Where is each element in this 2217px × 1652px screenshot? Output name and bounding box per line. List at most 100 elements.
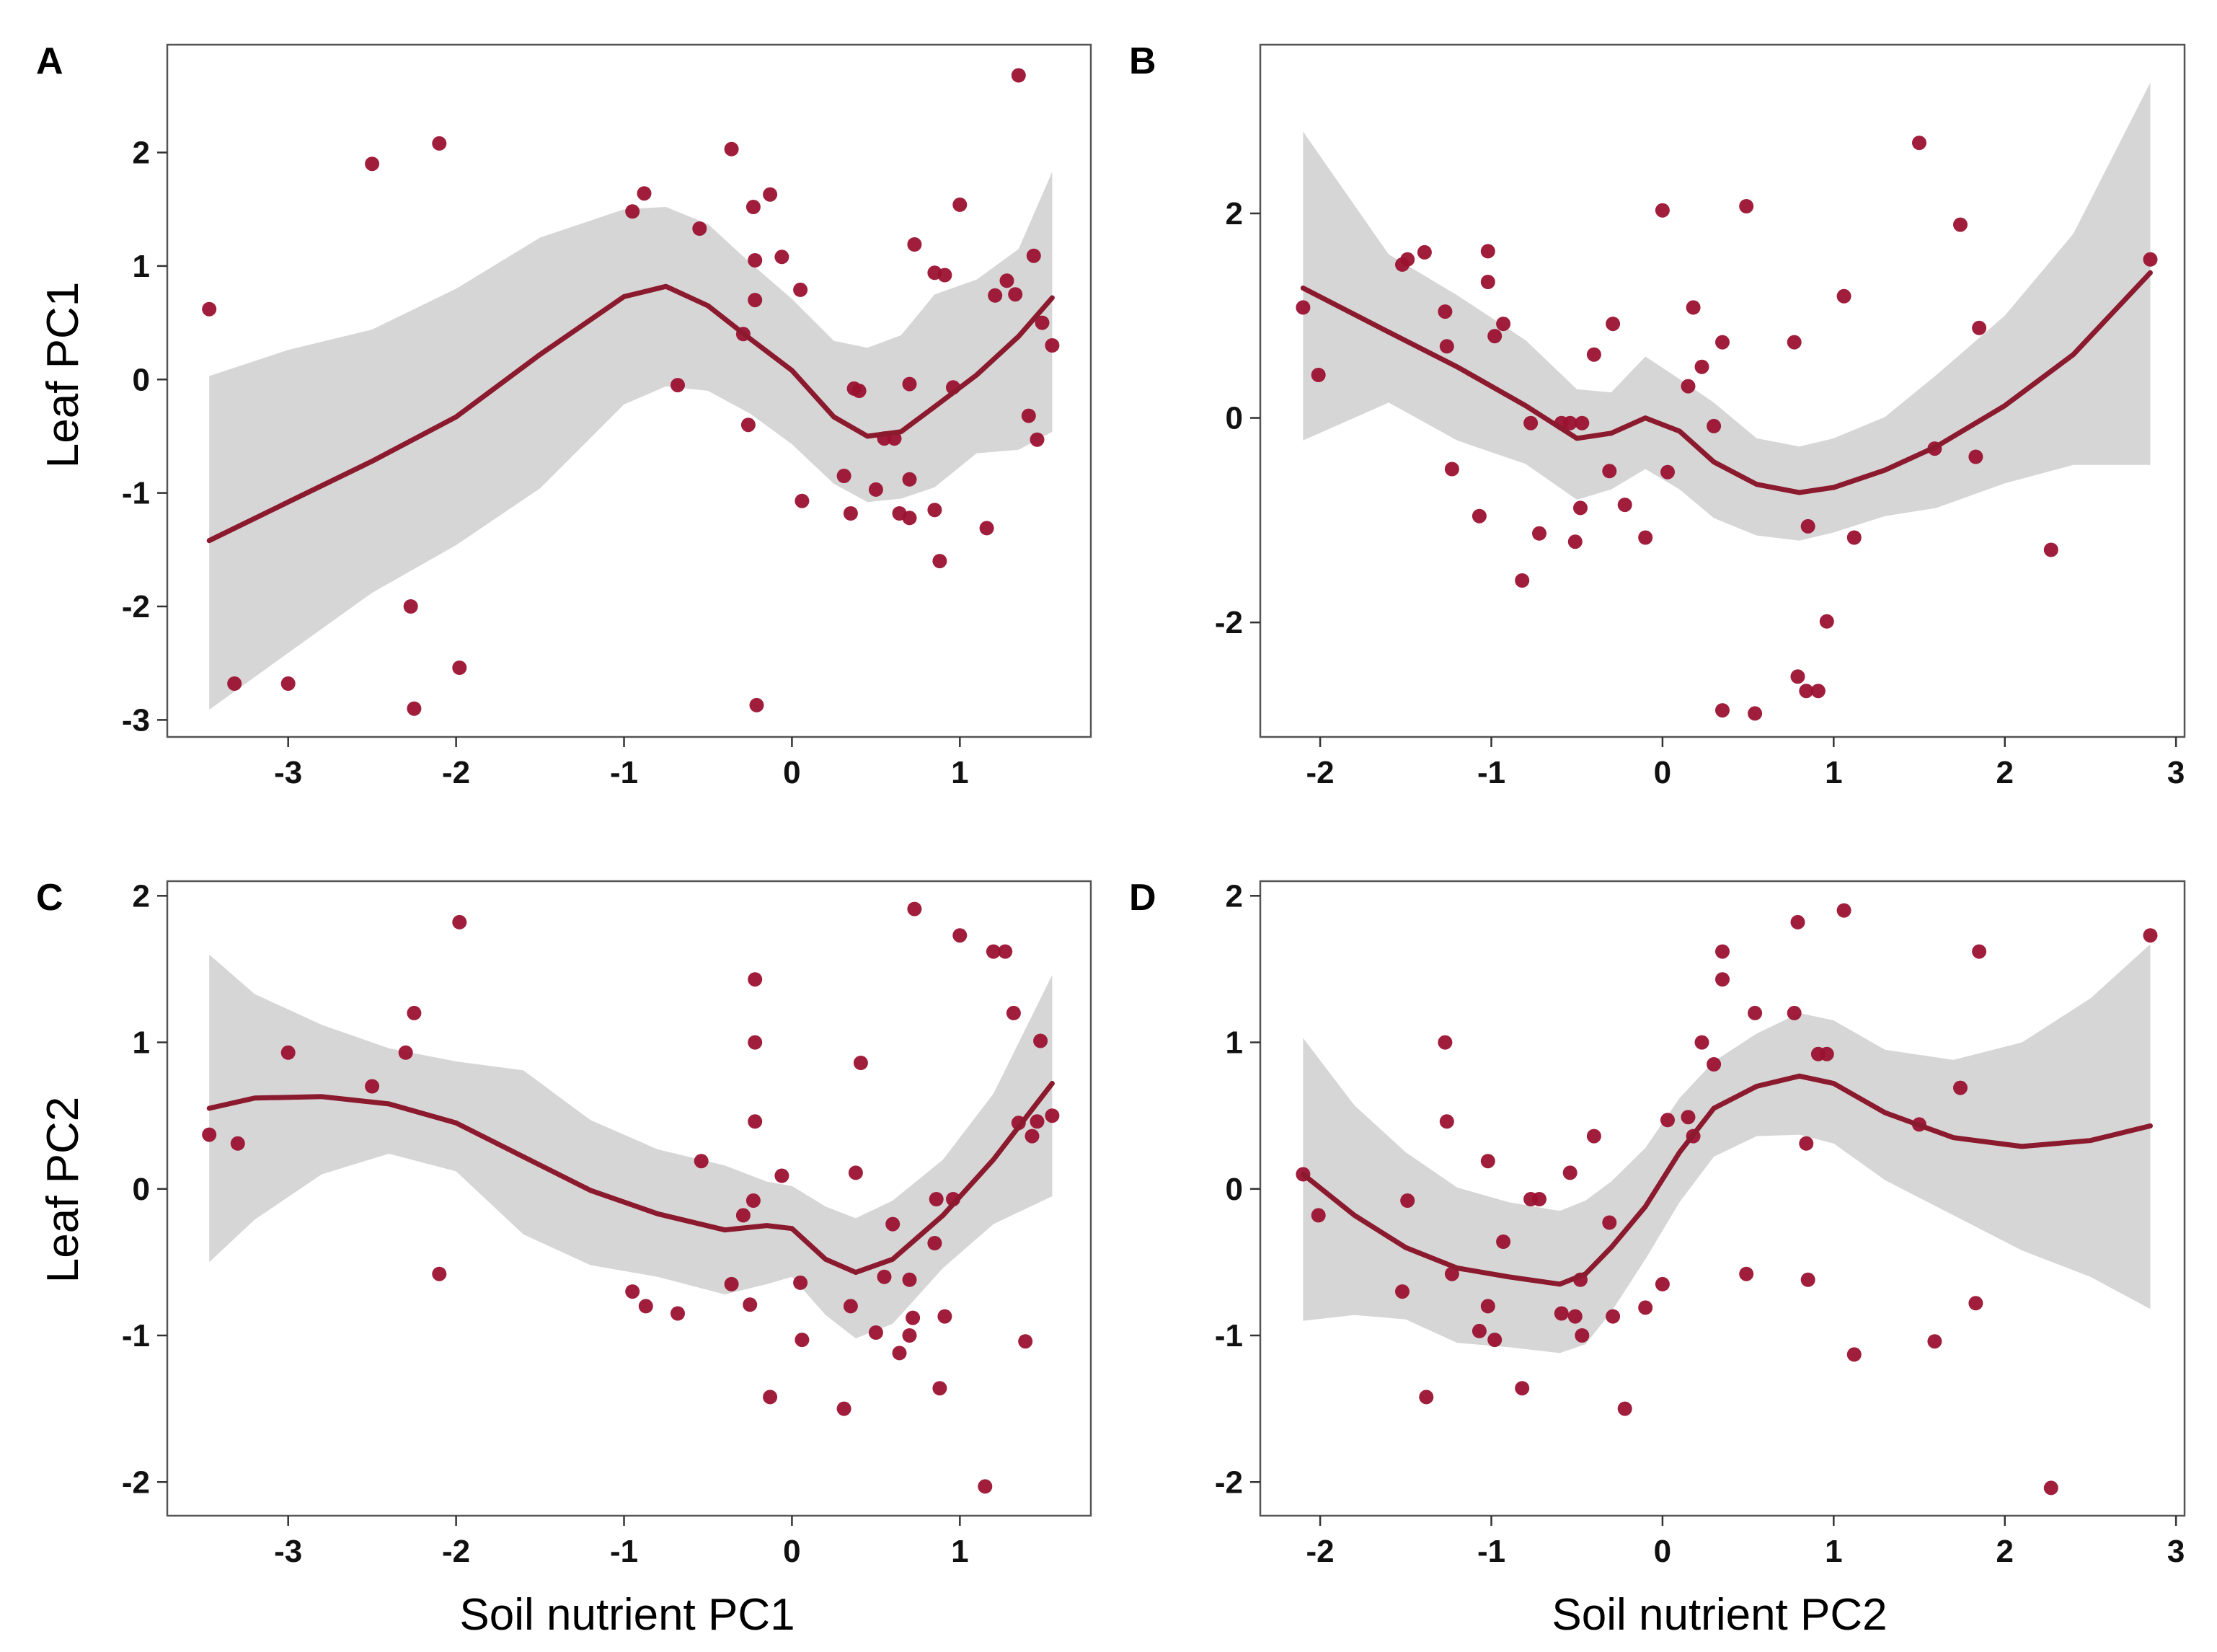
data-point — [885, 1216, 900, 1232]
data-point — [432, 136, 447, 151]
data-point — [853, 1056, 868, 1070]
x-tick-label: 1 — [1825, 755, 1842, 790]
data-point — [1638, 530, 1653, 545]
data-point — [743, 1297, 758, 1312]
data-point — [1660, 1113, 1675, 1128]
x-tick-label: 0 — [1654, 1534, 1671, 1569]
data-point — [407, 1005, 422, 1020]
panel-a: -3 -2 -1 0 1 -3 -2 -1 0 1 2 A — [36, 40, 1092, 790]
data-point — [902, 472, 917, 487]
data-point — [793, 282, 808, 297]
data-point — [1008, 287, 1023, 302]
data-point — [1819, 1046, 1834, 1061]
data-point — [1567, 534, 1583, 549]
data-point — [1487, 329, 1503, 344]
data-point — [1045, 1108, 1060, 1123]
data-point — [902, 511, 917, 526]
data-point — [432, 1266, 447, 1281]
data-point — [1787, 335, 1802, 350]
data-point — [227, 676, 242, 691]
data-point — [902, 1272, 917, 1287]
data-point — [836, 1401, 851, 1416]
data-point — [745, 1193, 761, 1208]
y-tick-label: -2 — [1215, 1465, 1243, 1500]
data-point — [1011, 68, 1026, 83]
data-point — [1800, 1272, 1815, 1287]
data-point — [1472, 1323, 1487, 1338]
y-tick-label: 0 — [133, 362, 150, 397]
data-point — [1953, 217, 1968, 232]
y-tick-label: -1 — [122, 476, 150, 511]
data-point — [1968, 449, 1983, 464]
x-tick-label: -2 — [442, 1534, 470, 1569]
x-tick-label: 3 — [2167, 755, 2185, 790]
y-axis-title-bottom: Leaf PC2 — [38, 1097, 88, 1284]
data-point — [1602, 1215, 1617, 1230]
data-point — [1819, 614, 1834, 629]
data-point — [1532, 526, 1546, 541]
x-tick-label: -1 — [1477, 755, 1505, 790]
x-tick-label: 3 — [2167, 1534, 2185, 1569]
data-point — [1296, 300, 1311, 315]
data-point — [1030, 1114, 1045, 1129]
x-tick-label: -3 — [274, 1534, 302, 1569]
y-tick-label: 1 — [133, 249, 150, 284]
plot-frame — [166, 880, 1092, 1517]
data-point — [906, 1310, 921, 1325]
data-point — [1030, 432, 1045, 447]
data-point — [2043, 542, 2058, 557]
plot-frame — [166, 43, 1092, 738]
data-point — [868, 482, 883, 497]
confidence-band — [209, 172, 1053, 710]
data-point — [280, 676, 296, 691]
data-point — [1748, 1005, 1763, 1020]
plot-frame — [1259, 880, 2186, 1517]
y-axis-title-top: Leaf PC1 — [38, 282, 88, 469]
data-point — [1567, 1309, 1583, 1324]
data-point — [1715, 944, 1730, 959]
data-point — [1715, 972, 1730, 987]
data-point — [1681, 379, 1696, 394]
data-point — [1800, 518, 1815, 534]
y-tick-label: 2 — [1226, 196, 1243, 231]
data-point — [795, 1333, 810, 1348]
data-point — [1573, 500, 1588, 516]
data-point — [202, 301, 217, 317]
data-point — [748, 293, 763, 308]
data-point — [398, 1045, 413, 1060]
data-point — [1480, 244, 1495, 259]
y-tick-label: -1 — [1215, 1318, 1243, 1353]
data-point — [1438, 304, 1453, 319]
smooth-line — [1300, 270, 2153, 495]
smooth-line — [1300, 1073, 2153, 1287]
data-point — [927, 1236, 942, 1250]
x-tick-label: 2 — [1996, 1534, 2013, 1569]
data-point — [1681, 1110, 1696, 1125]
panel-letter: C — [36, 877, 63, 919]
data-point — [1480, 275, 1495, 289]
x-tick-label: 1 — [1825, 1534, 1842, 1569]
smooth-line — [206, 283, 1055, 544]
data-point — [1311, 368, 1326, 382]
data-point — [403, 599, 418, 614]
panel-c: -3 -2 -1 0 1 -2 -1 0 1 2 C — [36, 877, 1092, 1569]
data-point — [929, 1192, 944, 1206]
data-point — [1480, 1299, 1495, 1314]
x-tick-label: 1 — [951, 1534, 968, 1569]
data-point — [1438, 1035, 1453, 1050]
data-point — [902, 376, 917, 392]
data-point — [748, 1035, 763, 1050]
data-point — [1790, 914, 1805, 929]
data-point — [1787, 1005, 1802, 1020]
data-point — [1602, 464, 1617, 479]
data-point — [1968, 1296, 1983, 1311]
data-point — [907, 237, 922, 252]
data-point — [848, 1165, 863, 1180]
data-point — [1480, 1154, 1495, 1169]
data-point — [978, 1479, 993, 1494]
panel-letter: B — [1129, 40, 1156, 82]
data-point — [637, 186, 652, 201]
data-point — [1617, 1401, 1632, 1416]
data-point — [1606, 1309, 1621, 1324]
data-point — [692, 221, 707, 236]
